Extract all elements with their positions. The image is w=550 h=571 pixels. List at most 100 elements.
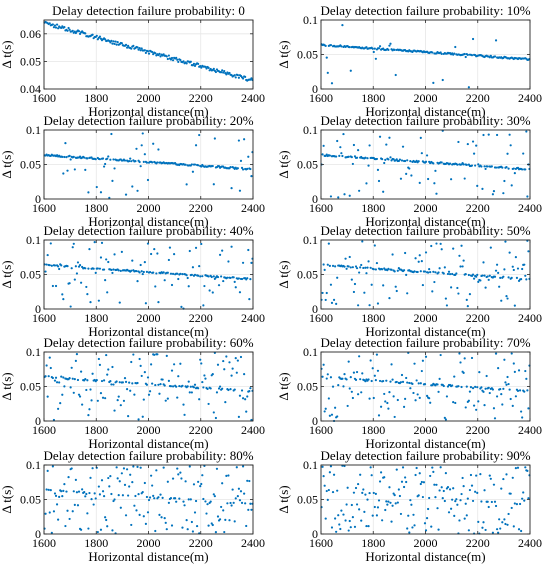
data-point	[344, 257, 347, 260]
data-point	[490, 500, 493, 504]
data-point	[414, 257, 417, 260]
data-point	[512, 167, 515, 170]
data-point	[84, 267, 87, 270]
x-tick-label: 2200	[189, 536, 213, 550]
data-point	[451, 498, 454, 501]
data-point	[329, 283, 333, 286]
data-point	[481, 274, 484, 277]
data-point	[343, 464, 346, 468]
data-point	[377, 179, 381, 183]
data-point	[322, 475, 325, 478]
data-point	[493, 55, 497, 58]
data-point	[233, 74, 236, 77]
data-point	[60, 26, 63, 30]
chart-panel-2: Delay detection failure probability: 20%…	[0, 113, 265, 229]
chart-panel-9: Delay detection failure probability: 90%…	[276, 448, 542, 564]
data-point	[423, 382, 427, 386]
data-point	[516, 389, 520, 392]
data-point	[493, 500, 497, 503]
data-point	[162, 466, 165, 469]
data-point	[499, 387, 502, 391]
data-point	[74, 359, 77, 362]
data-point	[57, 407, 60, 410]
data-point	[44, 375, 47, 378]
data-point	[524, 369, 527, 373]
data-point	[470, 484, 474, 487]
data-point	[325, 489, 328, 493]
data-point	[218, 518, 222, 521]
data-point	[431, 466, 434, 469]
data-point	[446, 272, 450, 276]
data-point	[148, 390, 152, 393]
data-point	[326, 498, 329, 502]
data-point	[471, 273, 475, 276]
data-point	[500, 393, 503, 396]
data-point	[164, 521, 167, 524]
data-point	[113, 42, 116, 45]
data-point	[354, 378, 358, 381]
data-point	[75, 272, 79, 275]
data-point	[478, 371, 481, 374]
data-point	[87, 414, 90, 417]
data-point	[104, 162, 107, 166]
data-point	[47, 488, 50, 491]
data-point	[413, 362, 416, 365]
data-point	[239, 490, 243, 493]
data-point	[217, 284, 221, 287]
data-point	[96, 267, 99, 270]
x-tick-label: 2400	[241, 201, 265, 215]
x-tick-label: 2000	[137, 201, 161, 215]
data-point	[124, 43, 128, 46]
data-point	[500, 299, 503, 302]
data-point	[394, 73, 397, 77]
x-tick-label: 1600	[309, 423, 333, 437]
y-tick-label: 0.1	[26, 233, 41, 247]
data-point	[217, 387, 221, 390]
data-point	[127, 44, 130, 47]
data-point	[157, 148, 160, 151]
data-point	[416, 393, 419, 396]
data-point	[458, 352, 461, 355]
data-point	[503, 518, 506, 521]
data-point	[97, 357, 100, 361]
data-point	[200, 242, 203, 246]
data-point	[77, 490, 81, 493]
data-point	[249, 167, 252, 171]
data-point	[123, 483, 127, 486]
data-point	[63, 26, 66, 29]
data-point	[49, 489, 52, 492]
data-point	[517, 528, 521, 531]
data-point	[405, 172, 408, 175]
data-point	[409, 387, 412, 390]
chart-title: Delay detection failure probability: 60%	[43, 335, 253, 350]
data-point	[173, 253, 176, 256]
data-point	[213, 137, 216, 140]
data-point	[131, 481, 134, 484]
data-point	[454, 500, 457, 503]
data-point	[143, 49, 146, 52]
data-point	[53, 24, 57, 27]
data-point	[475, 474, 478, 477]
x-tick-label: 1800	[361, 311, 385, 325]
data-point	[189, 60, 192, 63]
data-point	[93, 241, 96, 244]
data-point	[179, 362, 182, 365]
data-point	[472, 152, 476, 155]
data-point	[419, 270, 422, 273]
data-point	[45, 364, 48, 367]
data-point	[439, 242, 442, 245]
data-point	[509, 144, 512, 147]
data-point	[448, 162, 452, 165]
data-point	[181, 384, 184, 387]
data-point	[375, 261, 379, 265]
data-point	[107, 476, 110, 480]
data-point	[348, 46, 351, 49]
data-point	[430, 244, 433, 248]
data-point	[440, 52, 443, 56]
data-point	[419, 482, 422, 486]
data-point	[51, 465, 54, 468]
data-point	[110, 39, 113, 42]
data-point	[143, 481, 146, 485]
data-point	[470, 54, 474, 57]
x-tick-label: 2400	[518, 423, 542, 437]
